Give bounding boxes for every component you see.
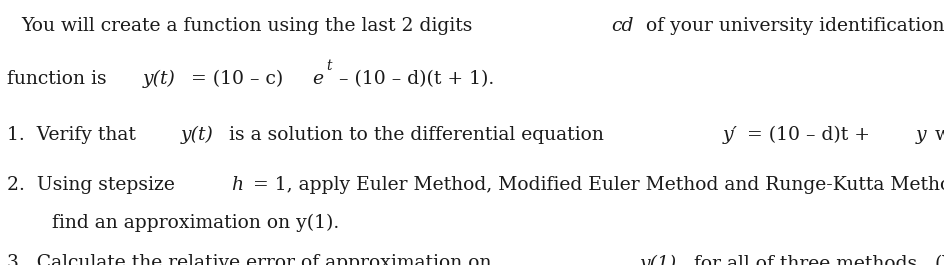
Text: = (10 – d)t +: = (10 – d)t +	[741, 126, 875, 144]
Text: for all of three methods.  (You will get zero: for all of three methods. (You will get …	[687, 254, 944, 265]
Text: y(t): y(t)	[143, 70, 176, 89]
Text: y(t): y(t)	[180, 126, 213, 144]
Text: y(1): y(1)	[639, 254, 676, 265]
Text: with initial: with initial	[928, 126, 944, 144]
Text: t: t	[326, 59, 331, 73]
Text: You will create a function using the last 2 digits: You will create a function using the las…	[21, 17, 478, 35]
Text: cd: cd	[611, 17, 632, 35]
Text: 1.  Verify that: 1. Verify that	[7, 126, 142, 144]
Text: 3.  Calculate the relative error of approximation on: 3. Calculate the relative error of appro…	[7, 254, 497, 265]
Text: y: y	[915, 126, 925, 144]
Text: function is: function is	[7, 70, 112, 88]
Text: = (10 – c): = (10 – c)	[185, 70, 283, 88]
Text: e: e	[312, 70, 323, 88]
Text: = 1, apply Euler Method, Modified Euler Method and Runge-Kutta Method once to: = 1, apply Euler Method, Modified Euler …	[246, 176, 944, 194]
Text: of your university identification number where the: of your university identification number…	[639, 17, 944, 35]
Text: – (10 – d)(t + 1).: – (10 – d)(t + 1).	[333, 70, 494, 88]
Text: is a solution to the differential equation: is a solution to the differential equati…	[223, 126, 609, 144]
Text: 2.  Using stepsize: 2. Using stepsize	[7, 176, 180, 194]
Text: h: h	[230, 176, 243, 194]
Text: y′: y′	[721, 126, 736, 144]
Text: find an approximation on y(1).: find an approximation on y(1).	[52, 213, 339, 232]
